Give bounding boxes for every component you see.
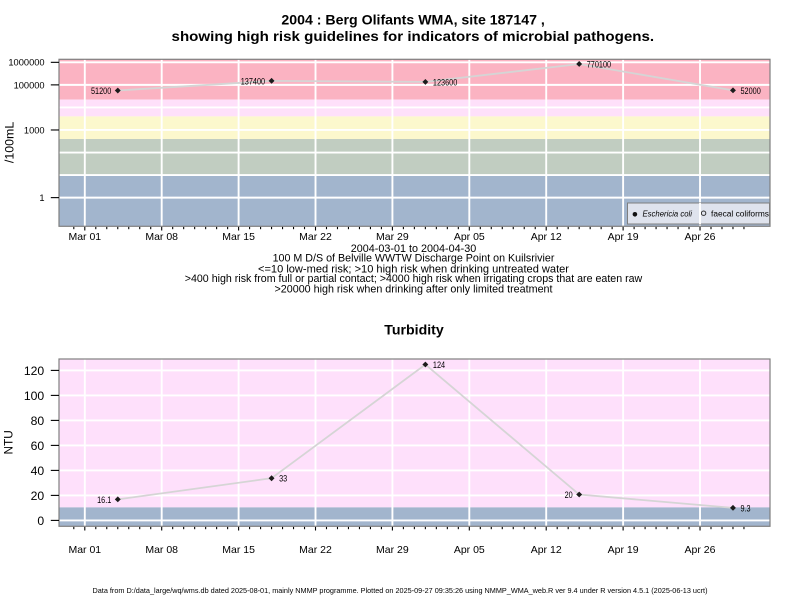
- svg-text:120: 120: [24, 364, 45, 378]
- svg-text:Turbidity: Turbidity: [384, 322, 444, 338]
- svg-text:Apr 26: Apr 26: [685, 231, 716, 243]
- svg-text:124: 124: [433, 360, 445, 370]
- svg-text:Mar 29: Mar 29: [376, 231, 409, 243]
- svg-text:0: 0: [37, 514, 44, 528]
- svg-text:/100mL: /100mL: [2, 122, 16, 163]
- svg-text:Apr 12: Apr 12: [531, 231, 562, 243]
- svg-text:>20000 high risk when drinking: >20000 high risk when drinking after onl…: [275, 284, 553, 296]
- svg-text:20: 20: [31, 489, 45, 503]
- svg-text:Mar 29: Mar 29: [376, 544, 409, 556]
- svg-text:52000: 52000: [741, 86, 761, 96]
- svg-text:1000: 1000: [24, 125, 45, 135]
- svg-text:40: 40: [31, 464, 45, 478]
- svg-text:1000000: 1000000: [8, 58, 44, 68]
- svg-text:Mar 01: Mar 01: [68, 544, 101, 556]
- svg-text:Mar 01: Mar 01: [68, 231, 101, 243]
- svg-text:faecal coliforms: faecal coliforms: [711, 210, 769, 219]
- svg-text:60: 60: [31, 439, 45, 453]
- svg-text:Eschericia coli: Eschericia coli: [643, 210, 693, 219]
- svg-text:>400 high risk from full or pa: >400 high risk from full or partial cont…: [185, 273, 643, 285]
- svg-text:Mar 08: Mar 08: [145, 544, 178, 556]
- svg-text:NTU: NTU: [2, 430, 16, 454]
- svg-text:16.1: 16.1: [97, 495, 111, 505]
- svg-text:Mar 15: Mar 15: [222, 231, 255, 243]
- svg-text:Mar 08: Mar 08: [145, 231, 178, 243]
- svg-text:2004-03-01 to 2004-04-30: 2004-03-01 to 2004-04-30: [351, 243, 476, 255]
- svg-text:Apr 26: Apr 26: [685, 544, 716, 556]
- svg-text:Mar 22: Mar 22: [299, 231, 332, 243]
- svg-text:9.3: 9.3: [741, 503, 751, 513]
- svg-text:Apr 05: Apr 05: [454, 231, 485, 243]
- svg-text:Apr 12: Apr 12: [531, 544, 562, 556]
- svg-text:80: 80: [31, 414, 45, 428]
- svg-text:100 M D/S of Belville WWTW Dis: 100 M D/S of Belville WWTW Discharge Poi…: [273, 253, 555, 265]
- svg-text:Apr 19: Apr 19: [608, 231, 639, 243]
- svg-text:2004 : Berg Olifants WMA, site: 2004 : Berg Olifants WMA, site 187147 ,: [281, 12, 545, 28]
- svg-text:123600: 123600: [433, 77, 457, 87]
- svg-text:100: 100: [24, 389, 45, 403]
- svg-text:770100: 770100: [587, 59, 611, 69]
- svg-text:33: 33: [279, 474, 287, 484]
- svg-text:1: 1: [39, 193, 44, 203]
- svg-text:137400: 137400: [241, 76, 265, 86]
- svg-text:100000: 100000: [14, 80, 45, 90]
- svg-text:<=10 low-med risk; >10 high ri: <=10 low-med risk; >10 high risk when dr…: [258, 263, 569, 275]
- svg-text:Apr 19: Apr 19: [608, 544, 639, 556]
- svg-text:showing high risk guidelines f: showing high risk guidelines for indicat…: [172, 28, 655, 44]
- svg-text:Mar 15: Mar 15: [222, 544, 255, 556]
- svg-text:Apr 05: Apr 05: [454, 544, 485, 556]
- svg-text:Data from D:/data_large/wq/wms: Data from D:/data_large/wq/wms.db dated …: [93, 586, 708, 595]
- svg-text:20: 20: [565, 490, 573, 500]
- svg-text:Mar 22: Mar 22: [299, 544, 332, 556]
- svg-text:51200: 51200: [91, 86, 111, 96]
